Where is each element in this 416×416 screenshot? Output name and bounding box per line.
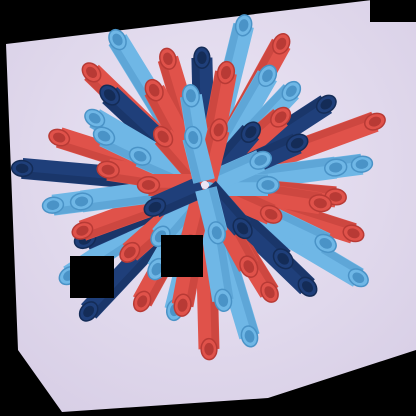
straw-opening: [352, 272, 365, 284]
straw-opening: [290, 137, 304, 149]
straw-opening: [254, 155, 268, 166]
straw-opening: [177, 298, 188, 312]
straw-opening: [262, 69, 273, 83]
straw-opening: [220, 66, 231, 80]
straw-opening: [157, 130, 169, 143]
straw-opening: [277, 252, 289, 265]
straw-opening: [274, 111, 287, 124]
straw-opening: [236, 222, 249, 235]
straw-opening: [148, 83, 160, 97]
straw-opening: [141, 180, 156, 190]
straw-opening: [97, 130, 111, 142]
straw-opening: [301, 281, 314, 293]
straw-opening: [204, 342, 214, 356]
straw-opening: [46, 200, 60, 210]
straw-opening: [261, 180, 275, 190]
straw-opening: [244, 330, 255, 343]
straw-opening: [320, 98, 333, 110]
straw-opening: [211, 226, 222, 240]
straw-opening: [148, 201, 162, 213]
straw-opening: [197, 51, 207, 65]
straw-opening: [86, 66, 98, 78]
straw-opening: [238, 19, 249, 32]
straw-opening: [264, 209, 278, 220]
straw-opening: [74, 196, 89, 207]
occluder-square-center: [161, 235, 203, 277]
straw-opening: [313, 198, 327, 209]
straw-opening: [218, 293, 229, 307]
straw-opening: [368, 116, 382, 127]
straw-opening: [213, 123, 224, 137]
straw-opening: [112, 33, 123, 46]
straw-opening: [319, 238, 332, 249]
straw-opening: [329, 162, 343, 173]
straw-opening: [123, 246, 136, 259]
straw-opening: [163, 52, 173, 65]
straw-opening: [103, 89, 116, 101]
straw-opening: [137, 295, 148, 308]
straw-shade: [209, 181, 251, 227]
straw-opening: [101, 164, 115, 175]
straw-opening: [76, 225, 89, 236]
straw-opening: [15, 163, 29, 174]
straw-opening: [243, 260, 255, 273]
straw-opening: [53, 132, 66, 143]
straw-opening: [285, 85, 297, 97]
straw-opening: [355, 159, 369, 169]
straw-opening: [133, 150, 147, 162]
straw-opening: [264, 286, 275, 299]
occluder-square-left: [70, 256, 114, 298]
straw-opening: [245, 126, 257, 139]
straw-opening: [185, 89, 196, 103]
straw-opening: [329, 192, 343, 202]
occluder-corner-top-right: [370, 0, 416, 22]
straw-opening: [188, 131, 199, 145]
straw-opening: [276, 37, 287, 50]
straw-opening: [88, 113, 101, 124]
straw-opening: [83, 305, 95, 318]
straw-opening: [151, 262, 163, 276]
straw-opening: [347, 228, 360, 239]
